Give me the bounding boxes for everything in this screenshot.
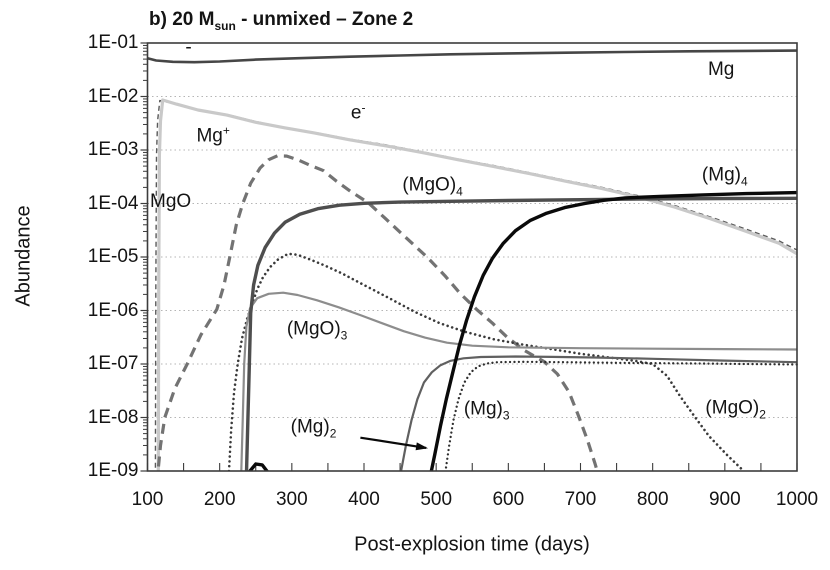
series-curve-mg2 — [399, 355, 798, 471]
annotation-arrow-head — [415, 442, 428, 451]
series-curve-mg — [147, 49, 798, 64]
series-curve-mgo3 — [240, 291, 798, 471]
series-curve-mg4 — [248, 190, 798, 471]
series-curve-mgo — [156, 154, 599, 471]
chart-title-prefix: b) 20 M — [149, 9, 215, 30]
series-curve-mg3 — [444, 360, 798, 471]
x-axis-title: Post-explosion time (days) — [354, 533, 590, 556]
chart-title: b) 20 Msun - unmixed – Zone 2 — [149, 9, 413, 33]
chart-title-subscript: sun — [214, 18, 236, 33]
y-axis-title: Abundance — [12, 205, 35, 307]
series-curve-mgo4 — [244, 196, 798, 471]
annotation-arrow-line — [360, 436, 427, 450]
chart-title-suffix: - unmixed – Zone 2 — [235, 9, 414, 30]
curves-group — [147, 49, 798, 471]
plot-frame — [146, 42, 798, 472]
series-curve-mgo2 — [227, 252, 744, 471]
series-curve-electron — [156, 98, 798, 471]
